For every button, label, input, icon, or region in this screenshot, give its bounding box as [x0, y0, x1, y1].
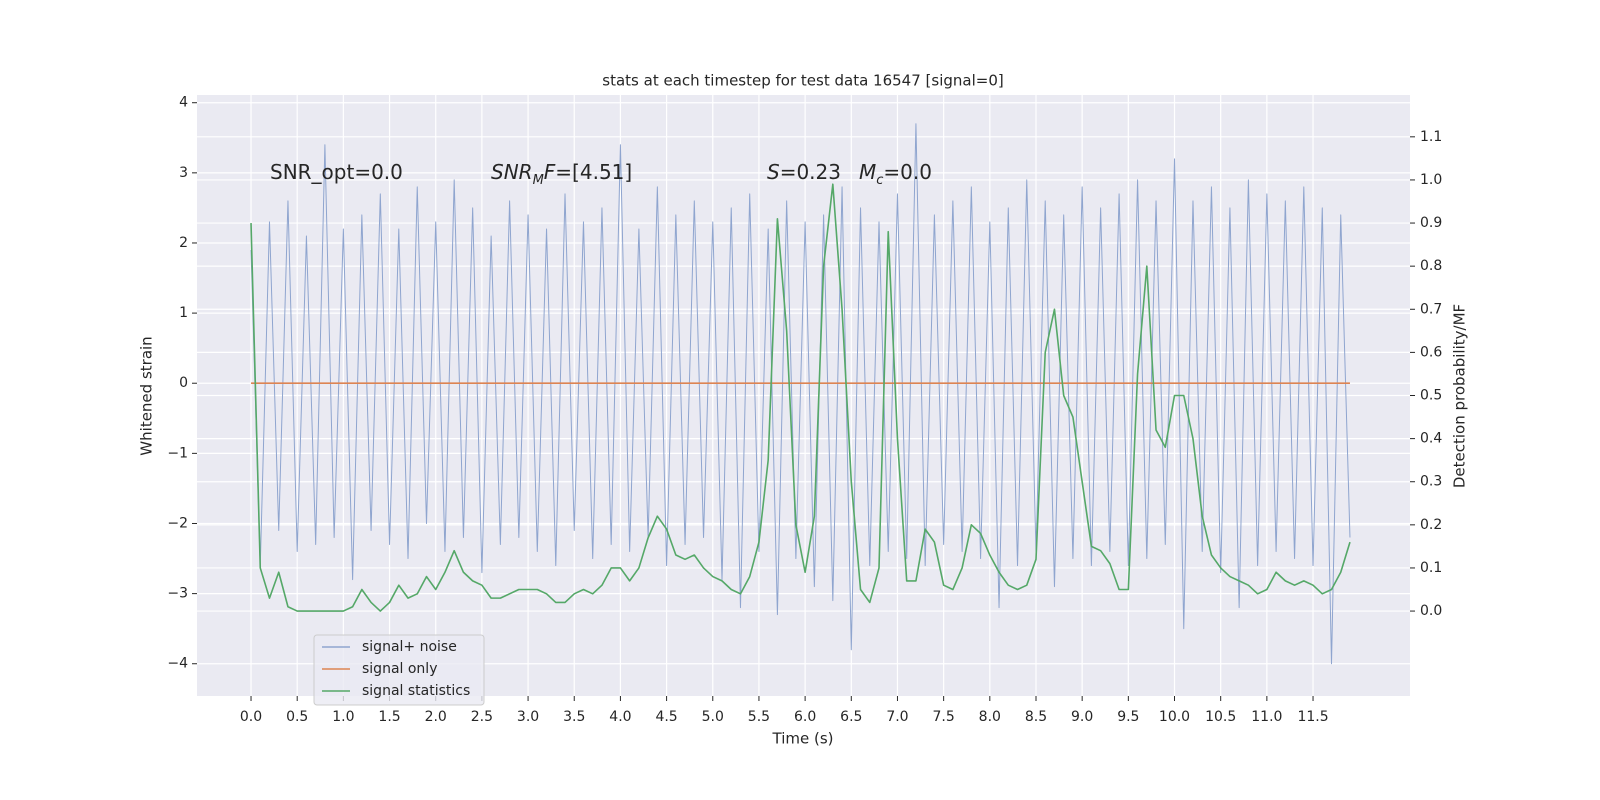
y2-tick-label: 0.7 [1420, 301, 1442, 317]
x-tick-label: 9.5 [1117, 709, 1139, 725]
annotation-part: SNR [491, 160, 533, 184]
y-tick-label: 2 [179, 235, 188, 251]
y-axis-label: Whitened strain [138, 336, 156, 455]
y-tick-label: 0 [179, 375, 188, 391]
x-tick-label: 11.0 [1251, 709, 1282, 725]
x-tick-label: 9.0 [1071, 709, 1093, 725]
y-tick-label: −2 [167, 515, 188, 531]
x-tick-label: 2.5 [471, 709, 493, 725]
legend-label: signal only [362, 661, 437, 677]
y2-tick-label: 0.4 [1420, 431, 1442, 447]
chart-title: stats at each timestep for test data 165… [602, 72, 1003, 90]
annotation-part: c [876, 173, 883, 188]
x-tick-label: 11.5 [1297, 709, 1328, 725]
annotation-part: =0.23 [780, 160, 841, 184]
y2-tick-label: 0.6 [1420, 344, 1442, 360]
y2-tick-label: 1.1 [1420, 129, 1442, 145]
series-line [250, 183, 1351, 612]
x-tick-label: 10.5 [1205, 709, 1236, 725]
y2-tick-label: 0.8 [1420, 258, 1442, 274]
x-tick-label: 0.5 [286, 709, 308, 725]
y2-tick-label: 1.0 [1420, 172, 1442, 188]
annotation-part: M [859, 160, 876, 184]
y2-tick-label: 0.3 [1420, 474, 1442, 490]
series-line [250, 123, 1351, 665]
y-tick-label: −4 [167, 656, 188, 672]
x-tick-label: 0.0 [240, 709, 262, 725]
y2-tick-label: 0.9 [1420, 215, 1442, 231]
x-tick-label: 4.5 [655, 709, 677, 725]
y2-tick-label: 0.5 [1420, 388, 1442, 404]
y-tick-label: 3 [179, 165, 188, 181]
y2-tick-label: 0.1 [1420, 560, 1442, 576]
annotation: S=0.23 [767, 160, 841, 184]
annotation-part: =0.0 [883, 160, 932, 184]
x-tick-label: 6.0 [794, 709, 816, 725]
x-tick-label: 8.0 [979, 709, 1001, 725]
y-tick-label: 1 [179, 305, 188, 321]
x-tick-label: 5.0 [702, 709, 724, 725]
x-tick-label: 3.0 [517, 709, 539, 725]
legend-label: signal+ noise [362, 639, 457, 655]
annotation-part: F [544, 160, 556, 184]
x-tick-label: 3.5 [563, 709, 585, 725]
x-tick-label: 2.0 [425, 709, 447, 725]
legend-box [313, 634, 485, 706]
legend-label: signal statistics [362, 683, 470, 699]
x-tick-label: 7.0 [886, 709, 908, 725]
x-axis-label: Time (s) [772, 730, 834, 748]
x-tick-label: 10.0 [1159, 709, 1190, 725]
x-tick-label: 5.5 [748, 709, 770, 725]
x-tick-label: 1.5 [378, 709, 400, 725]
annotation-part: M [533, 173, 544, 188]
x-tick-label: 8.5 [1025, 709, 1047, 725]
y-tick-label: 4 [179, 95, 188, 111]
annotation-part: SNR_opt=0.0 [270, 160, 403, 184]
y2-tick-label: 0.0 [1420, 603, 1442, 619]
x-tick-label: 1.0 [332, 709, 354, 725]
y-tick-label: −3 [167, 586, 188, 602]
annotation: SNRMF=[4.51] [491, 160, 632, 189]
annotation: Mc=0.0 [859, 160, 932, 189]
annotation-part: S [767, 160, 780, 184]
annotation: SNR_opt=0.0 [270, 160, 403, 184]
y-tick-label: −1 [167, 445, 188, 461]
x-tick-label: 4.0 [609, 709, 631, 725]
y2-tick-label: 0.2 [1420, 517, 1442, 533]
x-tick-label: 7.5 [933, 709, 955, 725]
annotation-part: =[4.51] [555, 160, 632, 184]
y2-axis-label: Detection probability/MF [1451, 304, 1469, 488]
x-tick-label: 6.5 [840, 709, 862, 725]
